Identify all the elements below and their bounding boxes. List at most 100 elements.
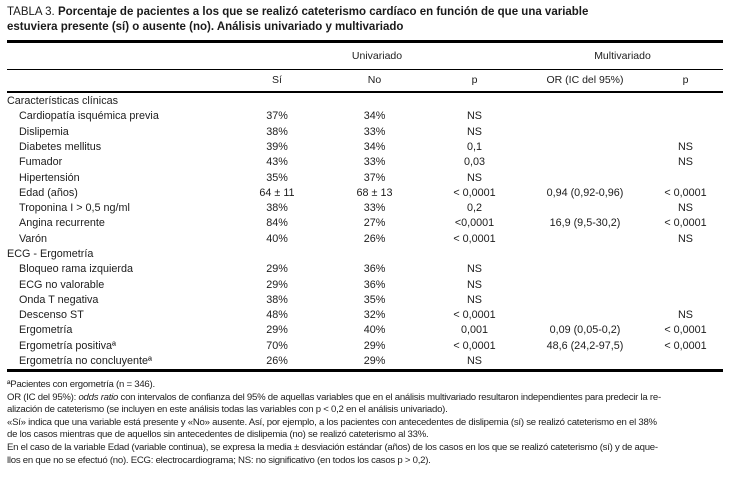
cell-no: 33% [363,125,386,138]
table-title-text: Porcentaje de pacientes a los que se rea… [57,6,589,18]
cell-si: 35% [266,171,288,184]
table-row: Bloqueo rama izquierda 29% 36% NS [7,262,723,277]
table-row: ECG no valorable 29% 36% NS [7,277,723,292]
cell-si: 26% [266,355,288,368]
row-label: Cardiopatía isquémica previa [19,110,159,123]
cell-si: 64 ± 11 [259,186,295,199]
row-label: Descenso ST [19,309,84,322]
footnotes: ªPacientes con ergometría (n = 346). OR … [7,379,729,467]
row-label: Varón [19,232,48,245]
cell-no: 36% [363,278,386,291]
row-label: Hipertensión [19,171,80,184]
cell-or: 48,6 (24,2-97,5) [546,339,624,352]
data-table: Univariado Multivariado Sí No p OR (IC d… [7,40,723,372]
cell-p: NS [467,125,482,138]
table-row: Fumador 43% 33% 0,03 NS [7,155,723,170]
column-header-si: Sí [272,74,282,87]
cell-si: 39% [266,140,288,153]
univariado-header: Univariado [351,49,403,62]
cell-si: 43% [266,156,288,169]
section-header-row: Características clínicas [7,93,723,108]
cell-p2: NS [678,309,693,322]
table-row: Ergometría 29% 40% 0,001 0,09 (0,05-0,2) < 0,… [7,323,723,338]
cell-p: < 0,0001 [453,232,496,245]
footnote-line: ªPacientes con ergometría (n = 346). [7,379,155,390]
cell-p: NS [467,278,482,291]
row-label: Bloqueo rama izquierda [19,263,134,276]
cell-no: 29% [363,355,386,368]
footnote-line: de los casos mientras que de aquellos si… [7,429,429,441]
cell-p: <0,0001 [454,217,495,230]
column-header-no: No [367,74,382,87]
cell-si: 29% [266,324,288,337]
cell-or: 0,94 (0,92-0,96) [546,186,624,199]
multivariado-header: Multivariado [594,49,651,62]
cell-no: 34% [363,140,386,153]
column-header-row: Sí No p OR (IC del 95%) p [7,70,723,91]
row-label: Ergometría no concluyenteª [19,355,153,368]
cell-no: 29% [363,339,386,352]
cell-no: 40% [363,324,386,337]
cell-no: 34% [363,110,386,123]
cell-p: 0,1 [466,140,482,153]
cell-si: 84% [266,217,288,230]
cell-p: < 0,0001 [453,309,496,322]
cell-no: 27% [363,217,386,230]
row-label: Onda T negativa [19,293,99,306]
cell-p: 0,001 [460,324,489,337]
row-label: Edad (años) [19,186,78,199]
table-row: Hipertensión 35% 37% NS [7,170,723,185]
cell-or: 0,09 (0,05-0,2) [549,324,621,337]
group-header-row: Univariado Multivariado [7,43,723,69]
cell-si: 29% [266,278,288,291]
cell-si: 38% [266,125,288,138]
cell-p: NS [467,355,482,368]
section-label: ECG - Ergometría [7,248,94,260]
cell-p2: < 0,0001 [664,339,707,352]
row-label: Troponina I > 0,5 ng/ml [19,202,130,215]
cell-no: 37% [363,171,386,184]
table-row: Cardiopatía isquémica previa 37% 34% NS [7,109,723,124]
table-title: TABLA 3. Porcentaje de pacientes a los q… [7,5,719,35]
table-row: Dislipemia 38% 33% NS [7,124,723,139]
cell-p: NS [467,110,482,123]
section-label: Características clínicas [7,95,119,108]
cell-si: 38% [266,293,288,306]
cell-p2: NS [678,140,693,153]
section-header-row: ECG - Ergometría [7,246,723,261]
table-title-line2: estuviera presente (sí) o ausente (no). … [7,21,404,33]
table-row: Descenso ST 48% 32% < 0,0001 NS [7,308,723,323]
cell-no: 33% [363,202,386,215]
cell-no: 26% [363,232,386,245]
cell-p: NS [467,171,482,184]
cell-si: 38% [266,202,288,215]
table-row: Angina recurrente 84% 27% <0,0001 16,9 (9,5-… [7,216,723,231]
cell-p: 0,03 [463,156,485,169]
row-label: Fumador [19,156,63,169]
cell-p2: NS [678,202,693,215]
row-label: Ergometría [19,324,73,337]
cell-no: 32% [363,309,386,322]
row-label: Diabetes mellitus [19,140,102,153]
cell-p2: NS [678,232,693,245]
column-header-p2: p [682,74,689,87]
cell-or: 16,9 (9,5-30,2) [549,217,621,230]
row-label: Dislipemia [19,125,69,138]
cell-p2: < 0,0001 [664,324,707,337]
cell-p2: < 0,0001 [664,217,707,230]
footnote-line: En el caso de la variable Edad (variable… [7,441,658,453]
cell-si: 37% [266,110,288,123]
column-header-p: p [471,74,478,87]
footnote-or-suffix: con intervalos de confianza del 95% de a… [118,391,662,403]
cell-p: NS [467,263,482,276]
footnote-line: alización de cateterismo (se incluyen en… [7,404,448,416]
cell-si: 29% [266,263,288,276]
table-row: Ergometría positivaª 70% 29% < 0,0001 48,6 (… [7,338,723,353]
table-number: TABLA 3. [7,6,58,18]
footnote-or-prefix: OR (IC del 95%): [7,391,79,403]
cell-p2: < 0,0001 [664,186,707,199]
cell-no: 35% [363,293,386,306]
table-row: Varón 40% 26% < 0,0001 NS [7,231,723,246]
cell-p: NS [467,293,482,306]
footnote-odds-ratio: odds ratio [78,391,119,403]
